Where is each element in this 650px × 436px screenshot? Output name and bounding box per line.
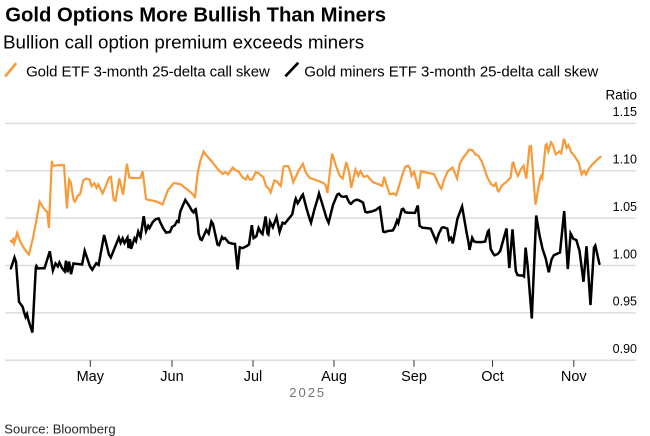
svg-text:Nov: Nov [561,369,588,385]
svg-text:Oct: Oct [481,369,504,385]
svg-text:Gold ETF 3-month 25-delta call: Gold ETF 3-month 25-delta call skew [26,63,270,80]
svg-text:2025: 2025 [289,385,326,400]
svg-text:0.95: 0.95 [613,295,637,309]
svg-text:0.90: 0.90 [613,342,637,356]
svg-text:1.15: 1.15 [613,105,637,119]
svg-text:1.00: 1.00 [613,247,637,261]
svg-text:Jun: Jun [160,369,183,385]
svg-text:Source: Bloomberg: Source: Bloomberg [4,422,115,436]
svg-text:1.05: 1.05 [613,200,637,214]
svg-text:1.10: 1.10 [613,153,637,167]
svg-text:Jul: Jul [244,369,263,385]
svg-text:Sep: Sep [401,369,427,385]
svg-text:Aug: Aug [321,369,347,385]
svg-text:Bullion call option premium ex: Bullion call option premium exceeds mine… [3,32,364,53]
svg-text:Gold Options More Bullish Than: Gold Options More Bullish Than Miners [5,5,386,27]
svg-text:May: May [77,369,105,385]
svg-text:Ratio: Ratio [605,88,637,103]
svg-text:Gold miners ETF 3-month 25-del: Gold miners ETF 3-month 25-delta call sk… [304,63,598,80]
